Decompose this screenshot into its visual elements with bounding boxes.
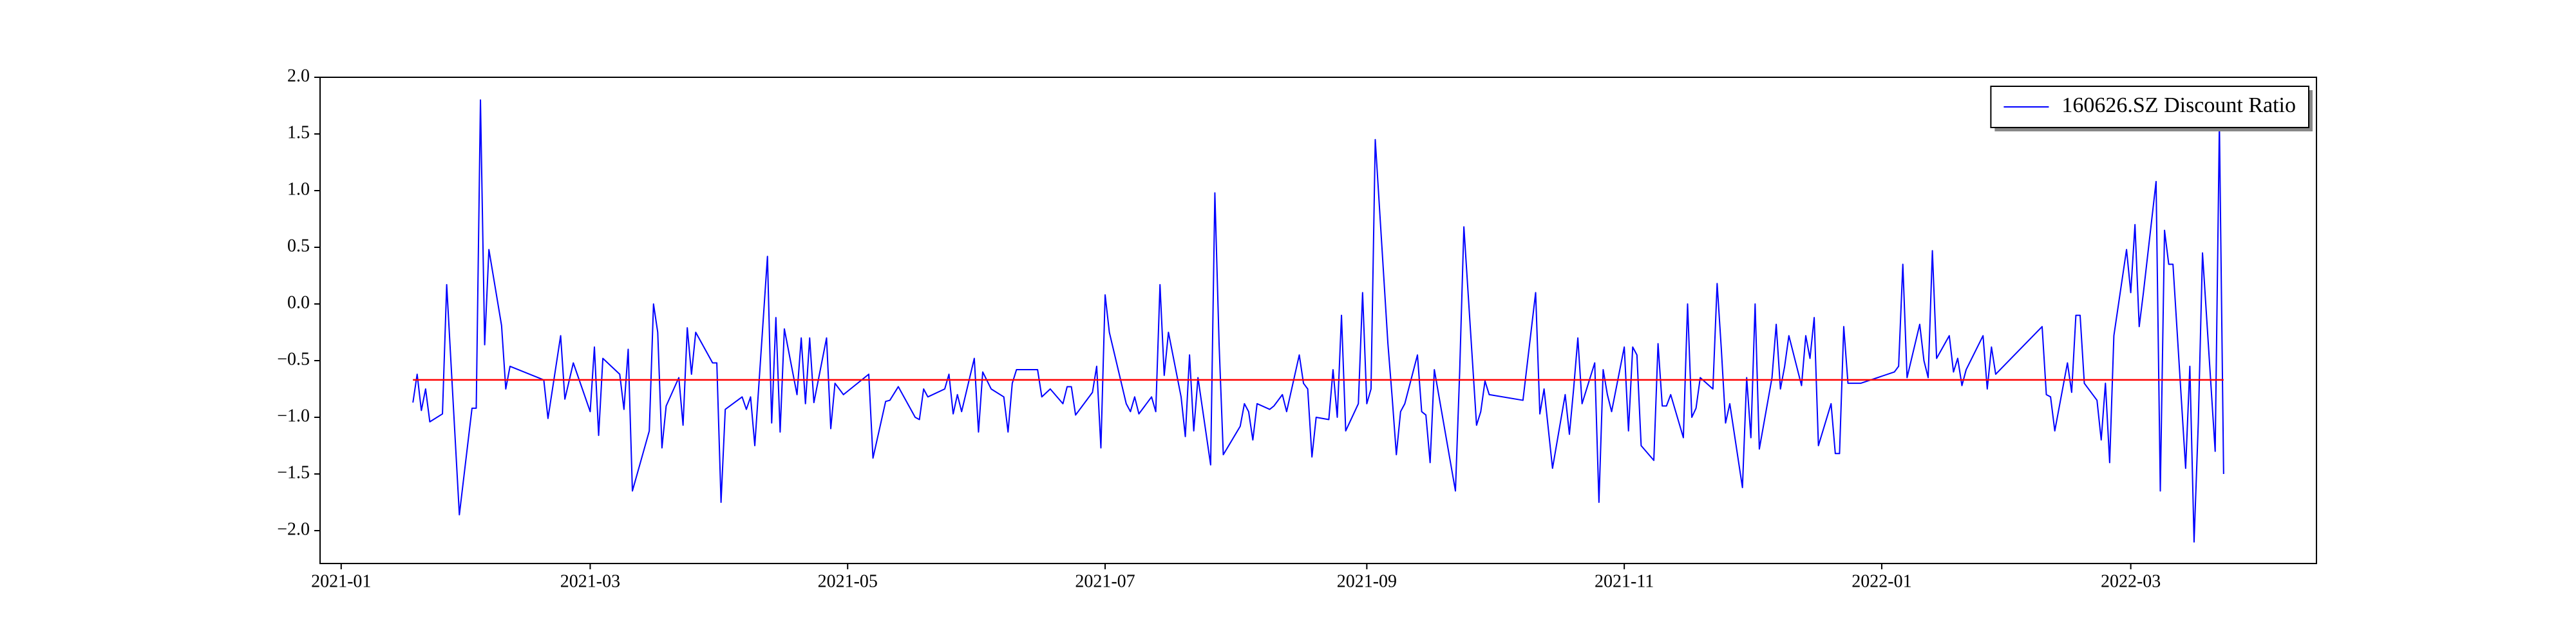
x-tick-label: 2021-01: [311, 571, 371, 591]
y-tick-label: 0.5: [287, 236, 310, 256]
legend: 160626.SZ Discount Ratio: [1990, 86, 2313, 131]
data-line: [412, 99, 2224, 543]
x-tick-label: 2021-09: [1337, 571, 1397, 591]
x-tick-label: 2021-03: [560, 571, 620, 591]
x-tick-label: 2021-05: [818, 571, 878, 591]
y-tick-label: −1.5: [277, 462, 310, 482]
y-tick-label: 1.0: [287, 179, 310, 199]
y-tick-label: 1.5: [287, 122, 310, 142]
x-tick-label: 2021-11: [1595, 571, 1654, 591]
y-tick-label: 2.0: [287, 66, 310, 86]
y-tick-label: −2.0: [277, 519, 310, 539]
y-tick-label: −1.0: [277, 406, 310, 426]
legend-label: 160626.SZ Discount Ratio: [2061, 93, 2296, 117]
x-tick-label: 2022-03: [2101, 571, 2161, 591]
y-tick-label: −0.5: [277, 349, 310, 369]
y-tick-label: 0.0: [287, 292, 310, 312]
x-tick-label: 2021-07: [1075, 571, 1135, 591]
plot-frame: [319, 77, 2317, 564]
x-tick-label: 2022-01: [1852, 571, 1911, 591]
